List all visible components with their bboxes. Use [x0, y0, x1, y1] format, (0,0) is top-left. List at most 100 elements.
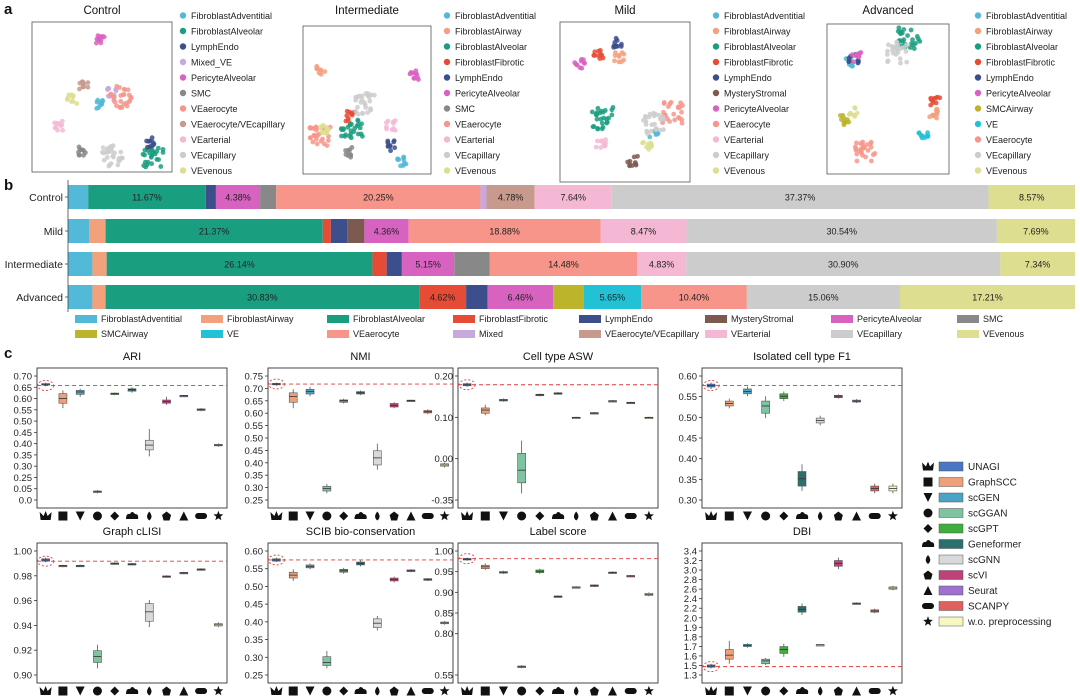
boxplot-ytick-label: 0.85 — [435, 609, 454, 620]
axis-marker-star — [644, 510, 654, 521]
axis-marker-triangle-down — [742, 511, 752, 521]
axis-marker-circle — [517, 511, 527, 521]
boxplot-ytick-label: 0.70 — [14, 372, 33, 383]
umap-point — [52, 120, 57, 126]
boxplot-title: SCIB bio-conservation — [306, 526, 415, 538]
umap-point — [96, 105, 102, 110]
axis-marker-square — [480, 686, 490, 696]
axis-marker-diamond — [339, 686, 349, 696]
umap-legend-swatch — [712, 43, 720, 50]
umap-point — [918, 133, 924, 138]
axis-marker-pill — [624, 688, 637, 694]
umap-legend-swatch — [712, 74, 720, 81]
bar-segment-label: 30.83% — [247, 293, 278, 303]
umap-legend-swatch — [443, 58, 451, 66]
umap-legend-label: FibroblastAlveolar — [191, 27, 263, 37]
boxplot-box — [517, 452, 526, 484]
axis-marker-pill — [868, 513, 881, 519]
boxplot-ytick-label: 0.50 — [245, 434, 264, 445]
bar-segment — [408, 219, 601, 243]
umap-point — [104, 147, 110, 153]
bar-segment-label: 21.37% — [199, 227, 230, 237]
umap-legend-swatch — [974, 167, 982, 174]
umap-point — [851, 59, 857, 65]
axis-marker-diamond — [923, 524, 933, 533]
umap-point — [838, 113, 843, 118]
boxplot-ytick-label: 0.35 — [245, 635, 264, 646]
umap-point — [396, 157, 402, 163]
axis-marker-drop — [573, 686, 579, 696]
umap-point — [69, 99, 74, 104]
axis-marker-drop — [817, 511, 823, 521]
umap-point — [351, 129, 357, 135]
axis-marker-triangle-down — [305, 511, 315, 521]
bar-legend-label: VEarterial — [731, 329, 771, 339]
boxplot-ytick-label: 0.0 — [19, 496, 32, 507]
boxplot-box — [144, 603, 154, 622]
umap-legend-swatch — [443, 89, 451, 97]
umap-point — [679, 117, 685, 123]
umap-point — [898, 60, 903, 66]
method-legend-swatch — [938, 570, 964, 580]
umap-legend-swatch — [179, 43, 187, 50]
boxplot-ytick-label: 0.92 — [14, 646, 33, 657]
method-legend-swatch — [938, 616, 964, 627]
umap-legend-label: PericyteAlveolar — [191, 73, 256, 83]
boxplot-ytick-label: 2.8 — [684, 575, 697, 586]
umap-point — [52, 125, 58, 131]
bar-segment — [68, 285, 93, 309]
umap-point — [901, 45, 907, 50]
axis-marker-drop — [817, 686, 823, 696]
bar-legend-label: VEaerocyte — [353, 329, 400, 339]
bar-segment — [330, 219, 348, 243]
umap-point — [894, 39, 900, 45]
axis-marker-diamond — [110, 511, 120, 521]
umap-point — [105, 85, 111, 91]
bar-legend-swatch — [201, 315, 223, 323]
umap-point — [612, 58, 617, 64]
bar-segment-label: 10.40% — [679, 293, 710, 303]
umap-legend-swatch — [443, 105, 451, 112]
umap-legend-label: VEaerocyte/VEcapillary — [191, 120, 286, 130]
bar-segment — [105, 219, 323, 243]
boxplot-box — [779, 646, 789, 654]
boxplot-ytick-label: 3.4 — [684, 547, 697, 558]
umap-point — [854, 110, 860, 116]
bar-legend-label: VEcapillary — [857, 329, 903, 339]
axis-marker-pentagon — [923, 570, 933, 580]
umap-point — [158, 164, 164, 169]
boxplot-box — [480, 407, 490, 414]
umap-legend-swatch — [712, 27, 720, 35]
bar-legend-swatch — [75, 315, 97, 323]
boxplot-ytick-label: 0.20 — [435, 372, 454, 383]
bar-legend-label: FibroblastFibrotic — [479, 314, 549, 324]
umap-point — [598, 116, 604, 122]
umap-point — [85, 80, 91, 85]
umap-point — [391, 139, 397, 145]
umap-legend-label: VEarterial — [191, 135, 231, 145]
axis-marker-crown — [461, 511, 474, 520]
umap-point — [368, 92, 374, 98]
umap-legend-label: VEcapillary — [986, 151, 1032, 161]
method-legend-label: scGPT — [968, 524, 999, 535]
umap-legend-swatch — [443, 74, 451, 81]
umap-point — [632, 160, 638, 165]
umap-point — [160, 150, 166, 155]
umap-point — [149, 161, 155, 167]
umap-point — [357, 125, 363, 131]
bar-segment-label: 4.36% — [374, 227, 400, 237]
umap-point — [631, 154, 637, 160]
boxplot-ytick-label: 0.80 — [435, 629, 454, 640]
method-legend-label: UNAGI — [968, 462, 1000, 473]
axis-marker-star — [888, 685, 898, 696]
boxplot-ytick-label: 0.30 — [14, 462, 33, 473]
boxplot-ytick-label: 0.98 — [14, 571, 33, 582]
method-legend-label: w.o. preprocessing — [967, 617, 1051, 628]
umap-title: Mild — [614, 5, 635, 17]
boxplot-ytick-label: 0.60 — [245, 547, 264, 558]
umap-title: Intermediate — [335, 5, 399, 17]
bar-legend-swatch — [201, 330, 223, 338]
bar-segment — [686, 252, 1001, 276]
umap-point — [392, 145, 398, 151]
umap-legend-swatch — [974, 12, 982, 19]
